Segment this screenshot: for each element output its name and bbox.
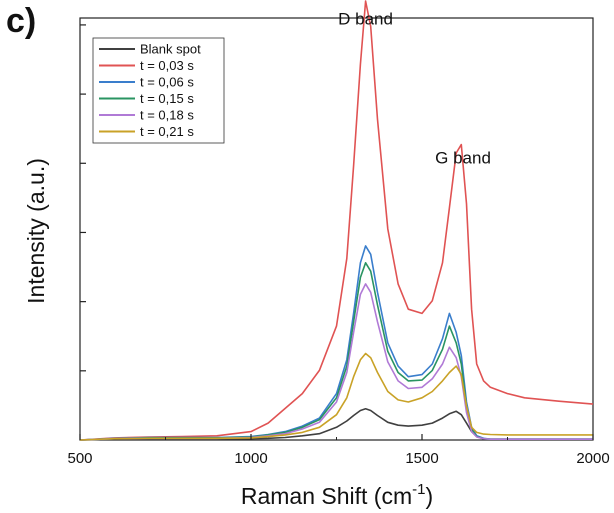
x-tick-label: 2000 <box>576 450 609 467</box>
legend-label-4: t = 0,15 s <box>140 91 194 106</box>
series-line-2 <box>79 0 594 441</box>
annotation-1: D band <box>338 9 393 28</box>
series-line-6 <box>79 352 593 441</box>
legend-label-5: t = 0,18 s <box>140 108 194 123</box>
legend-label-6: t = 0,21 s <box>140 124 194 139</box>
legend-label-1: Blank spot <box>140 42 201 57</box>
x-tick-label: 1000 <box>234 450 267 467</box>
x-axis-title: Raman Shift (cm-1) <box>241 481 433 509</box>
x-tick-label: 500 <box>67 450 92 467</box>
legend-label-3: t = 0,06 s <box>140 75 194 90</box>
series-layer <box>79 0 594 441</box>
x-axis-title-superscript: -1 <box>412 481 425 498</box>
series-line-3 <box>79 245 593 441</box>
y-axis-title: Intensity (a.u.) <box>23 158 49 304</box>
legend-box <box>92 37 225 144</box>
x-axis-title-main: Raman Shift (cm <box>241 483 412 509</box>
series-line-5 <box>79 283 593 441</box>
x-tick-label: 1500 <box>405 450 438 467</box>
x-axis-title-close: ) <box>425 483 433 509</box>
annotation-2: G band <box>435 149 491 168</box>
legend-label-2: t = 0,03 s <box>140 58 194 73</box>
annotation-layer: D band G band <box>338 9 491 167</box>
ticks-layer: 500 1000 1500 2000 <box>67 24 610 467</box>
panel-label: c) <box>6 2 37 40</box>
